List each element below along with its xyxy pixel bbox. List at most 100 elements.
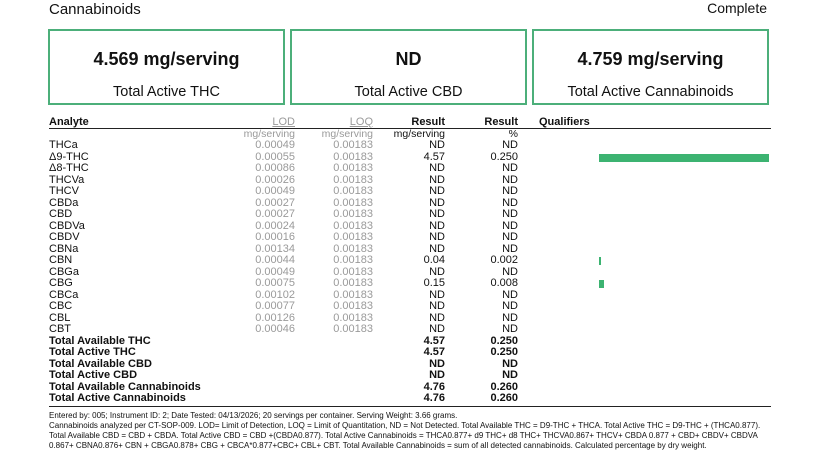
result-pct-value: ND <box>502 173 518 186</box>
total-pct: 0.250 <box>490 346 518 358</box>
analyte-name: CBDV <box>49 231 80 243</box>
unit-lod: mg/serving <box>243 128 295 140</box>
result-value: ND <box>429 311 445 324</box>
table-row: CBD 0.00027 0.00183 ND ND <box>49 208 771 221</box>
loq-value: 0.00183 <box>333 323 373 335</box>
analyte-name: THCVa <box>49 173 85 186</box>
result-pct-value: 0.250 <box>490 150 518 163</box>
loq-value: 0.00183 <box>333 231 373 243</box>
total-result: 4.76 <box>423 392 445 404</box>
table-row: CBDVa 0.00024 0.00183 ND ND <box>49 219 771 233</box>
table-row: CBDV 0.00016 0.00183 ND ND <box>49 231 771 244</box>
total-name: Total Active CBD <box>49 369 138 381</box>
units-row: mg/serving mg/serving mg/serving % <box>49 129 771 140</box>
total-pct: 0.260 <box>490 380 518 393</box>
result-pct-value: ND <box>502 219 518 232</box>
summary-value: ND <box>395 49 422 69</box>
table-row: CBGa 0.00049 0.00183 ND ND <box>49 265 771 279</box>
lod-value: 0.00086 <box>255 162 295 174</box>
qualifier-bar <box>599 280 604 288</box>
footnote: Entered by: 005; Instrument ID: 2; Date … <box>49 411 771 451</box>
total-row: Total Active Cannabinoids 4.76 0.260 <box>49 392 771 405</box>
result-value: ND <box>429 242 445 255</box>
table-row: CBCa 0.00102 0.00183 ND ND <box>49 288 771 302</box>
result-pct-value: ND <box>502 208 518 220</box>
table-row: CBT 0.00046 0.00183 ND ND <box>49 323 771 336</box>
unit-result: mg/serving <box>393 128 445 140</box>
summary-box-active-cannabinoids: 4.759 mg/serving Total Active Cannabinoi… <box>532 29 769 105</box>
loq-value: 0.00183 <box>333 254 373 266</box>
loq-value: 0.00183 <box>333 173 373 186</box>
analyte-name: CBT <box>49 323 71 335</box>
total-row: Total Available THC 4.57 0.250 <box>49 334 771 348</box>
total-pct: 0.260 <box>490 392 518 404</box>
result-value: ND <box>429 219 445 232</box>
total-pct: ND <box>502 369 518 381</box>
result-pct-value: ND <box>502 300 518 312</box>
lod-value: 0.00046 <box>255 323 295 335</box>
column-header-result-pct: Result <box>484 116 518 128</box>
result-value: 4.57 <box>423 150 445 163</box>
analyte-name: CBN <box>49 254 73 266</box>
loq-value: 0.00183 <box>333 139 373 151</box>
result-value: ND <box>429 323 445 335</box>
result-pct-value: ND <box>502 196 518 209</box>
column-header-lod: LOD <box>272 116 295 128</box>
result-value: ND <box>429 208 445 220</box>
result-pct-value: ND <box>502 185 518 197</box>
result-pct-value: 0.008 <box>490 277 518 289</box>
total-result: ND <box>429 369 445 381</box>
lod-value: 0.00049 <box>255 139 295 151</box>
total-pct: ND <box>502 357 518 370</box>
table-row: CBG 0.00075 0.00183 0.15 0.008 <box>49 277 771 290</box>
summary-label: Total Active CBD <box>354 84 463 100</box>
loq-value: 0.00183 <box>333 277 373 289</box>
total-result: ND <box>429 357 445 370</box>
table-row: THCVa 0.00026 0.00183 ND ND <box>49 173 771 187</box>
lod-value: 0.00027 <box>255 196 295 209</box>
result-pct-value: ND <box>502 139 518 151</box>
total-result: 4.57 <box>423 334 445 347</box>
table-row: CBC 0.00077 0.00183 ND ND <box>49 300 771 313</box>
loq-value: 0.00183 <box>333 196 373 209</box>
loq-value: 0.00183 <box>333 162 373 174</box>
loq-value: 0.00183 <box>333 208 373 220</box>
analyte-name: CBDa <box>49 196 79 209</box>
result-value: ND <box>429 265 445 278</box>
analyte-name: CBDVa <box>49 219 85 232</box>
table-row: CBDa 0.00027 0.00183 ND ND <box>49 196 771 210</box>
result-pct-value: ND <box>502 288 518 301</box>
result-value: ND <box>429 162 445 174</box>
analyte-name: THCV <box>49 185 79 197</box>
analyte-name: CBL <box>49 311 71 324</box>
result-pct-value: 0.002 <box>490 254 518 266</box>
result-value: ND <box>429 288 445 301</box>
loq-value: 0.00183 <box>333 219 373 232</box>
analyte-name: CBNa <box>49 242 79 255</box>
table-row: THCa 0.00049 0.00183 ND ND <box>49 139 771 152</box>
footnote-line-2: Cannabinoids analyzed per CT-SOP-009. LO… <box>49 421 761 450</box>
total-row: Total Active THC 4.57 0.250 <box>49 346 771 359</box>
analyte-name: THCa <box>49 139 78 151</box>
loq-value: 0.00183 <box>333 150 373 163</box>
table-row: CBL 0.00126 0.00183 ND ND <box>49 311 771 325</box>
summary-label: Total Active THC <box>113 84 220 100</box>
lod-value: 0.00077 <box>255 300 295 312</box>
analyte-name: CBGa <box>49 265 79 278</box>
result-value: ND <box>429 300 445 312</box>
total-name: Total Active THC <box>49 346 136 358</box>
result-value: 0.04 <box>423 254 445 266</box>
loq-value: 0.00183 <box>333 300 373 312</box>
total-name: Total Available Cannabinoids <box>49 380 201 393</box>
unit-result-pct: % <box>508 128 518 140</box>
result-pct-value: ND <box>502 242 518 255</box>
analyte-name: CBD <box>49 208 73 220</box>
lod-value: 0.00016 <box>255 231 295 243</box>
lod-value: 0.00026 <box>255 173 295 186</box>
total-row: Total Available CBD ND ND <box>49 357 771 371</box>
result-pct-value: ND <box>502 231 518 243</box>
column-header-qualifiers: Qualifiers <box>539 116 590 128</box>
section-title: Cannabinoids <box>49 1 141 18</box>
lod-value: 0.00024 <box>255 219 295 232</box>
total-pct: 0.250 <box>490 334 518 347</box>
